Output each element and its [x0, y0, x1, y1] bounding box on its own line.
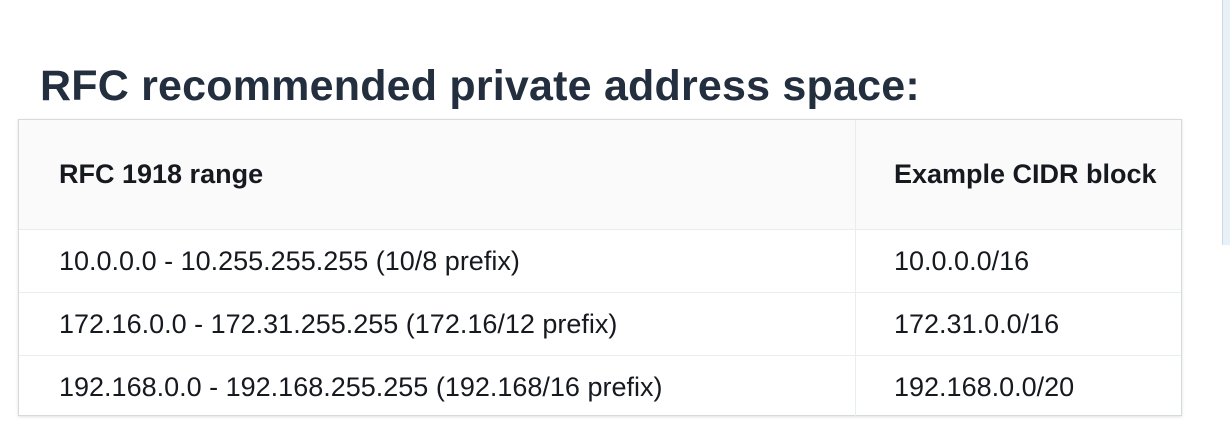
cell-example-cidr: 10.0.0.0/16 — [855, 229, 1181, 293]
table-row: 172.16.0.0 - 172.31.255.255 (172.16/12 p… — [19, 292, 1181, 356]
scrollbar-edge — [1222, 0, 1230, 245]
table-row: 10.0.0.0 - 10.255.255.255 (10/8 prefix) … — [19, 229, 1181, 293]
cell-rfc-range: 10.0.0.0 - 10.255.255.255 (10/8 prefix) — [19, 229, 856, 293]
table: RFC 1918 range Example CIDR block 10.0.0… — [19, 120, 1181, 418]
cell-rfc-range: 172.16.0.0 - 172.31.255.255 (172.16/12 p… — [19, 292, 856, 356]
page-title: RFC recommended private address space: — [40, 62, 920, 110]
column-header-example-cidr: Example CIDR block — [855, 120, 1181, 230]
table-header-row: RFC 1918 range Example CIDR block — [19, 120, 1181, 230]
cell-rfc-range: 192.168.0.0 - 192.168.255.255 (192.168/1… — [19, 355, 856, 418]
column-header-rfc-range: RFC 1918 range — [19, 120, 856, 230]
table-row: 192.168.0.0 - 192.168.255.255 (192.168/1… — [19, 355, 1181, 418]
address-space-table: RFC 1918 range Example CIDR block 10.0.0… — [18, 119, 1182, 418]
cell-example-cidr: 172.31.0.0/16 — [855, 292, 1181, 356]
cell-example-cidr: 192.168.0.0/20 — [855, 355, 1181, 418]
